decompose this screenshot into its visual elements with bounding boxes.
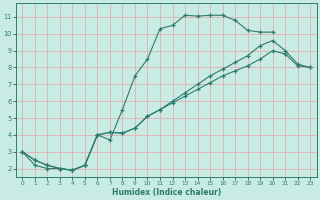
X-axis label: Humidex (Indice chaleur): Humidex (Indice chaleur) — [112, 188, 221, 197]
